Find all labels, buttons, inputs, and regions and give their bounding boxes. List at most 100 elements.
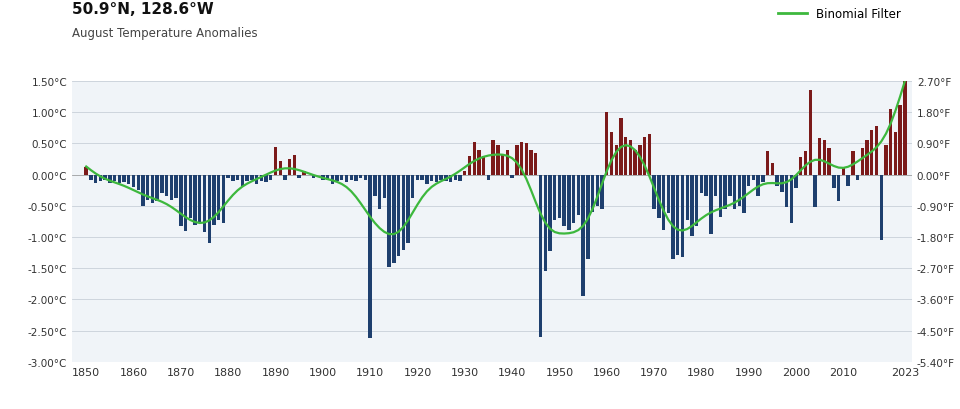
Bar bbox=[283, 175, 287, 180]
Bar bbox=[685, 175, 689, 220]
Bar bbox=[747, 175, 751, 187]
Bar bbox=[785, 175, 788, 207]
Bar bbox=[127, 175, 131, 184]
Bar bbox=[345, 175, 348, 183]
Bar bbox=[714, 175, 717, 197]
Bar bbox=[84, 167, 88, 175]
Bar bbox=[790, 175, 793, 224]
Bar bbox=[889, 110, 893, 175]
Bar bbox=[496, 145, 499, 175]
Bar bbox=[804, 151, 807, 175]
Bar bbox=[160, 175, 163, 194]
Bar bbox=[681, 175, 684, 257]
Bar bbox=[269, 175, 273, 180]
Bar bbox=[354, 175, 358, 182]
Bar bbox=[227, 175, 229, 178]
Bar bbox=[113, 175, 116, 182]
Bar bbox=[430, 175, 433, 182]
Bar bbox=[369, 175, 372, 338]
Bar bbox=[136, 175, 140, 191]
Bar bbox=[373, 175, 376, 197]
Bar bbox=[251, 175, 253, 180]
Bar bbox=[728, 175, 732, 197]
Bar bbox=[794, 175, 798, 189]
Bar bbox=[771, 164, 774, 175]
Bar bbox=[828, 149, 831, 175]
Bar bbox=[146, 175, 150, 200]
Bar bbox=[624, 138, 628, 175]
Bar bbox=[94, 175, 97, 183]
Bar bbox=[780, 175, 783, 193]
Bar bbox=[766, 151, 769, 175]
Bar bbox=[832, 175, 835, 189]
Bar bbox=[614, 145, 618, 175]
Bar bbox=[383, 175, 386, 199]
Bar bbox=[709, 175, 712, 234]
Bar bbox=[340, 175, 344, 180]
Bar bbox=[401, 175, 405, 250]
Bar bbox=[184, 175, 187, 231]
Bar bbox=[392, 175, 396, 263]
Bar bbox=[587, 175, 589, 259]
Bar bbox=[563, 175, 565, 226]
Bar bbox=[321, 175, 324, 180]
Bar bbox=[761, 175, 764, 183]
Bar bbox=[695, 175, 698, 226]
Bar bbox=[193, 175, 197, 225]
Bar bbox=[487, 175, 491, 180]
Bar bbox=[553, 175, 557, 220]
Bar bbox=[378, 175, 381, 209]
Bar bbox=[477, 150, 481, 175]
Bar bbox=[619, 119, 623, 175]
Bar bbox=[595, 175, 599, 206]
Bar bbox=[254, 175, 258, 184]
Bar bbox=[860, 149, 864, 175]
Bar bbox=[222, 175, 226, 224]
Bar bbox=[298, 175, 300, 178]
Bar bbox=[653, 175, 656, 209]
Bar bbox=[524, 144, 528, 175]
Bar bbox=[203, 175, 206, 232]
Bar bbox=[104, 175, 107, 180]
Bar bbox=[705, 175, 708, 197]
Bar bbox=[156, 175, 159, 201]
Bar bbox=[349, 175, 353, 180]
Bar bbox=[577, 175, 580, 216]
Bar bbox=[288, 160, 292, 175]
Bar bbox=[572, 175, 575, 224]
Bar bbox=[856, 175, 859, 180]
Bar bbox=[548, 175, 552, 251]
Bar bbox=[847, 175, 850, 187]
Text: 50.9°N, 128.6°W: 50.9°N, 128.6°W bbox=[72, 2, 214, 17]
Bar bbox=[207, 175, 211, 244]
Bar bbox=[511, 175, 514, 178]
Bar bbox=[629, 141, 632, 175]
Bar bbox=[742, 175, 746, 214]
Bar bbox=[170, 175, 173, 200]
Bar bbox=[732, 175, 736, 209]
Bar bbox=[506, 150, 509, 175]
Bar bbox=[180, 175, 182, 226]
Bar bbox=[472, 143, 476, 175]
Bar bbox=[118, 175, 121, 183]
Bar bbox=[676, 175, 680, 255]
Bar bbox=[463, 172, 467, 175]
Bar bbox=[776, 175, 779, 187]
Bar bbox=[799, 158, 803, 175]
Bar bbox=[643, 138, 646, 175]
Bar bbox=[396, 175, 400, 256]
Bar bbox=[700, 175, 703, 194]
Bar bbox=[865, 141, 869, 175]
Bar bbox=[231, 175, 234, 182]
Bar bbox=[217, 175, 221, 220]
Bar bbox=[529, 150, 533, 175]
Bar bbox=[435, 175, 438, 183]
Bar bbox=[870, 130, 874, 175]
Bar bbox=[165, 175, 168, 197]
Bar bbox=[416, 175, 420, 180]
Bar bbox=[108, 175, 111, 183]
Bar bbox=[752, 175, 756, 180]
Bar bbox=[638, 145, 641, 175]
Bar bbox=[590, 175, 594, 213]
Bar bbox=[671, 175, 675, 259]
